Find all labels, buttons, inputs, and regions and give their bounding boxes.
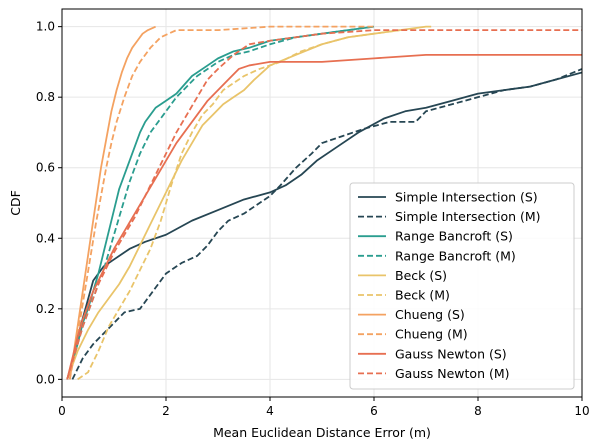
x-tick-label: 2 bbox=[162, 404, 170, 418]
x-tick-label: 10 bbox=[574, 404, 589, 418]
legend-label-8: Gauss Newton (S) bbox=[395, 346, 507, 361]
legend-label-3: Range Bancroft (M) bbox=[395, 248, 516, 263]
series-line-1 bbox=[71, 68, 582, 380]
series-line-5 bbox=[77, 29, 401, 381]
legend-label-9: Gauss Newton (M) bbox=[395, 366, 510, 381]
legend-box bbox=[349, 182, 575, 390]
legend-label-6: Chueng (S) bbox=[395, 307, 465, 322]
series-line-7 bbox=[68, 25, 374, 380]
y-tick-label: 0.6 bbox=[36, 161, 55, 175]
series-line-2 bbox=[66, 25, 375, 380]
y-tick-label: 0.4 bbox=[36, 231, 55, 245]
legend-label-0: Simple Intersection (S) bbox=[395, 190, 538, 205]
plot-frame bbox=[61, 8, 583, 398]
x-tick-label: 0 bbox=[58, 404, 66, 418]
x-tick-label: 6 bbox=[370, 404, 378, 418]
legend-label-7: Chueng (M) bbox=[395, 327, 468, 342]
ticks: 0 2 4 6 8 10 0.0 0.2 0.4 0.6 0.8 1.0 bbox=[36, 20, 590, 418]
legend-label-1: Simple Intersection (M) bbox=[395, 209, 541, 224]
y-axis-label: CDF bbox=[8, 190, 23, 216]
legend-label-5: Beck (M) bbox=[395, 288, 450, 303]
legend-label-2: Range Bancroft (S) bbox=[395, 229, 513, 244]
series-line-9 bbox=[66, 29, 582, 380]
series-lines bbox=[66, 25, 582, 381]
series-line-6 bbox=[68, 25, 156, 380]
legend-label-4: Beck (S) bbox=[395, 268, 447, 283]
y-tick-label: 0.2 bbox=[36, 302, 55, 316]
legend: Simple Intersection (S) Simple Intersecti… bbox=[349, 182, 575, 390]
x-tick-label: 8 bbox=[474, 404, 482, 418]
x-axis-label: Mean Euclidean Distance Error (m) bbox=[213, 425, 431, 440]
series-line-3 bbox=[66, 25, 375, 380]
series-line-8 bbox=[66, 53, 582, 380]
y-tick-label: 0.0 bbox=[36, 372, 55, 386]
x-tick-label: 4 bbox=[266, 404, 274, 418]
y-tick-label: 0.8 bbox=[36, 90, 55, 104]
y-tick-label: 1.0 bbox=[36, 20, 55, 34]
